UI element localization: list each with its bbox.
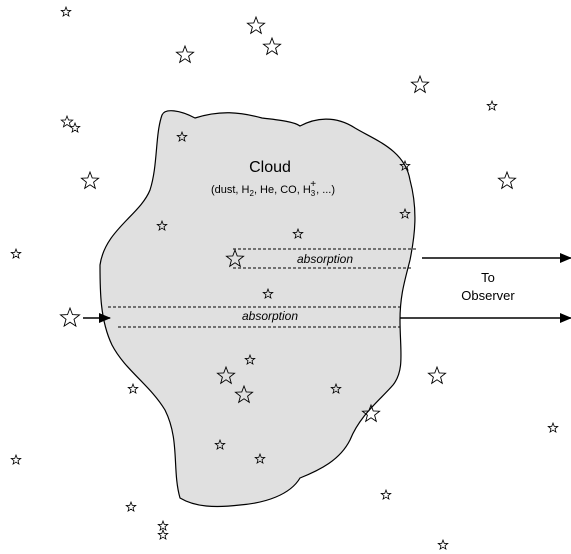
star-outline-icon xyxy=(156,219,168,231)
star-outline-icon xyxy=(234,384,254,404)
star-outline-icon xyxy=(176,130,188,142)
star-outline-icon xyxy=(254,452,266,464)
star-outline-icon xyxy=(69,121,81,133)
star-outline-icon xyxy=(216,365,236,385)
star-outline-icon xyxy=(547,421,559,433)
absorption-label-2: absorption xyxy=(242,309,298,323)
star-outline-icon xyxy=(157,519,169,531)
star-outline-icon xyxy=(214,438,226,450)
star-outline-icon xyxy=(437,538,449,550)
star-outline-icon xyxy=(399,207,411,219)
star-outline-icon xyxy=(380,488,392,500)
star-outline-icon xyxy=(497,170,517,190)
star-outline-icon xyxy=(246,15,266,35)
star-outline-icon xyxy=(361,403,381,423)
star-field xyxy=(10,5,559,550)
star-outline-icon xyxy=(244,353,256,365)
observer-label-line2: Observer xyxy=(461,288,515,303)
star-outline-icon xyxy=(225,248,245,268)
star-outline-icon xyxy=(486,99,498,111)
star-outline-icon xyxy=(80,170,100,190)
cloud-title: Cloud xyxy=(249,159,291,176)
star-outline-icon xyxy=(59,306,81,328)
star-outline-icon xyxy=(427,365,447,385)
star-outline-icon xyxy=(262,287,274,299)
star-outline-icon xyxy=(330,382,342,394)
star-outline-icon xyxy=(127,382,139,394)
cloud-composition: (dust, H2, He, CO, H3+, ...) xyxy=(211,179,335,198)
star-outline-icon xyxy=(175,44,195,64)
absorption-label-1: absorption xyxy=(297,252,353,266)
star-outline-icon xyxy=(10,453,22,465)
star-outline-icon xyxy=(60,5,72,17)
star-outline-icon xyxy=(262,36,282,56)
star-outline-icon xyxy=(399,159,411,171)
star-outline-icon xyxy=(60,114,74,128)
star-outline-icon xyxy=(125,500,137,512)
star-outline-icon xyxy=(292,227,304,239)
observer-label-line1: To xyxy=(481,270,495,285)
star-outline-icon xyxy=(410,74,430,94)
star-outline-icon xyxy=(157,528,169,540)
star-outline-icon xyxy=(10,247,22,259)
